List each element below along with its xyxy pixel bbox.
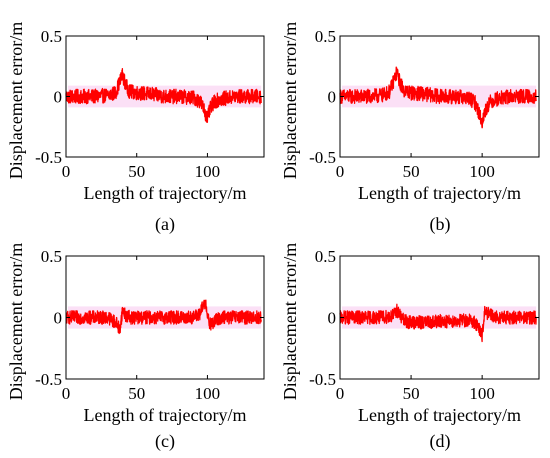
x-tick-label: 0 [62,384,71,403]
y-tick-label: -0.5 [35,148,62,167]
panel-caption: (d) [430,431,451,452]
x-tick-label: 100 [195,162,221,181]
x-axis-label: Length of trajectory/m [84,405,247,425]
y-axis-label: Displacement error/m [280,22,300,179]
y-tick-label: 0 [54,309,63,328]
series-line-1 [65,67,262,123]
y-tick-label: -0.5 [35,370,62,389]
x-tick-label: 50 [128,162,145,181]
y-tick-label: 0.5 [315,247,336,266]
x-tick-label: 100 [469,162,495,181]
y-axis-label: Displacement error/m [6,243,26,400]
x-axis-label: Length of trajectory/m [84,183,247,203]
panel-caption: (b) [430,214,451,235]
x-tick-label: 100 [195,384,221,403]
y-tick-label: 0.5 [315,27,336,46]
y-tick-label: 0 [328,309,337,328]
x-tick-label: 50 [403,162,420,181]
series-line-1 [339,303,537,343]
x-tick-label: 50 [128,384,145,403]
y-tick-label: -0.5 [309,370,336,389]
y-tick-label: 0 [328,88,337,107]
series-line-1 [339,66,537,129]
x-tick-label: 0 [62,162,71,181]
y-axis-label: Displacement error/m [6,22,26,179]
panel-caption: (a) [155,214,175,235]
y-tick-label: 0.5 [41,247,62,266]
y-tick-label: 0 [54,88,63,107]
x-tick-label: 0 [336,162,345,181]
y-tick-label: -0.5 [309,148,336,167]
series-line-1 [65,299,262,335]
x-tick-label: 100 [469,384,495,403]
x-tick-label: 50 [403,384,420,403]
y-tick-label: 0.5 [41,27,62,46]
panel-caption: (c) [155,431,175,452]
y-axis-label: Displacement error/m [280,243,300,400]
x-tick-label: 0 [336,384,345,403]
x-axis-label: Length of trajectory/m [358,183,521,203]
x-axis-label: Length of trajectory/m [358,405,521,425]
